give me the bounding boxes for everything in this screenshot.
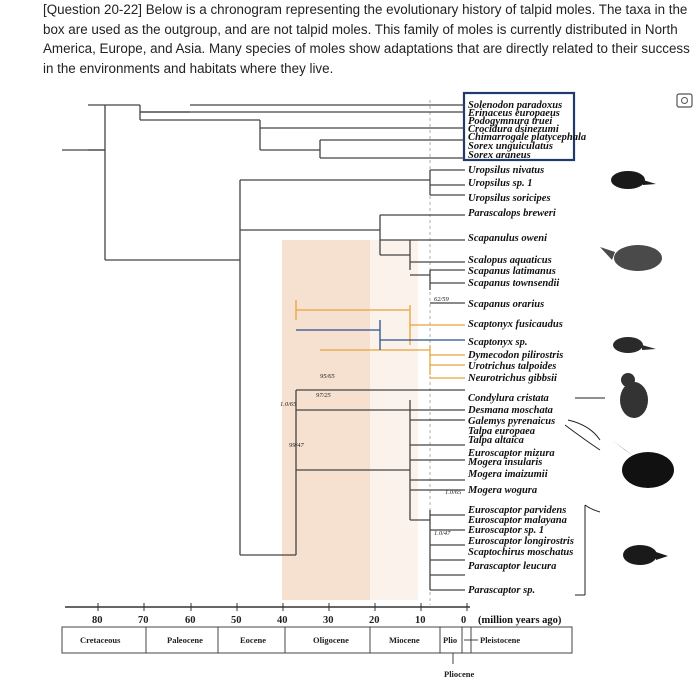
taxon-label: Neurotrichus gibbsii (467, 373, 557, 384)
question-text: [Question 20-22] Below is a chronogram r… (43, 2, 690, 76)
axis-tick-label: 80 (92, 615, 103, 626)
epoch-label: Plio (443, 635, 457, 645)
taxon-label: Scaptonyx sp. (468, 337, 528, 348)
taxon-label: Uropsilus nivatus (468, 165, 544, 176)
mole-silhouette-icon (620, 373, 648, 418)
taxon-label: Scapanulus oweni (468, 233, 547, 244)
taxon-label: Chimarrogale platycephala (468, 132, 586, 143)
taxon-label: Euroscaptor parvidens (467, 505, 566, 516)
taxon-label: Mogera imaizumii (467, 469, 548, 480)
epoch-label: Pliocene (444, 669, 474, 679)
taxon-label: Galemys pyrenaicus (468, 416, 555, 427)
node-label: 97/25 (316, 392, 332, 399)
bracket-line (575, 504, 601, 596)
axis-tick-label: 20 (369, 615, 380, 626)
taxon-label: Scalopus aquaticus (468, 255, 552, 266)
axis-tick-label: 40 (277, 615, 288, 626)
bracket-line (567, 419, 601, 441)
epoch-label: Pleistocene (480, 635, 520, 645)
epoch-label: Paleocene (167, 635, 203, 645)
taxon-label: Euroscaptor longirostris (467, 536, 574, 547)
mole-silhouette-icon (612, 440, 674, 488)
node-label: 1.0/65 (445, 489, 462, 496)
taxon-label: Scaptonyx fusicaudus (468, 319, 563, 330)
taxon-label: Euroscaptor mizura (467, 448, 555, 459)
taxon-label: Erinaceus europaeus (467, 108, 560, 119)
taxon-label: Parascaptor sp. (468, 585, 535, 596)
axis-tick-label: 30 (323, 615, 334, 626)
taxon-label: Dymecodon pilirostris (467, 350, 563, 361)
taxon-label: Talpa altaica (468, 435, 524, 446)
axis-tick-label: 50 (231, 615, 242, 626)
screenshot-icon[interactable] (676, 93, 693, 108)
taxon-label: Sorex araneus (468, 150, 531, 161)
bracket-line (564, 424, 601, 451)
mole-silhouette-icon (623, 545, 668, 565)
taxon-label: Crocidura dsinezumi (468, 124, 559, 135)
tree-branches (62, 104, 465, 591)
epoch-label: Oligocene (313, 635, 349, 645)
taxon-label: Talpa europaea (468, 426, 535, 437)
taxon-label: Mogera insularis (467, 457, 542, 468)
taxon-label: Scapanus latimanus (468, 266, 556, 277)
epoch-label: Cretaceous (80, 635, 121, 645)
taxon-label: Parascalops breweri (468, 208, 556, 219)
axis-tick-label: 10 (415, 615, 426, 626)
mole-silhouette-icon (613, 337, 656, 353)
axis-tick-label: 70 (138, 615, 149, 626)
taxon-label: Urotrichus talpoides (468, 361, 556, 372)
taxon-label: Euroscaptor malayana (467, 515, 567, 526)
taxon-label: Scapanus townsendii (468, 278, 559, 289)
axis-unit: (million years ago) (478, 615, 562, 626)
node-label: 62/59 (434, 296, 450, 303)
taxon-label: Sorex unguiculatus (468, 141, 553, 152)
epoch-bar (61, 626, 573, 654)
taxon-label: Uropsilus soricipes (468, 193, 551, 204)
mole-silhouette-icon (600, 245, 662, 271)
node-label: 1.0/47 (434, 530, 451, 537)
taxon-label: Euroscaptor sp. 1 (467, 525, 544, 536)
node-label: 99/47 (289, 442, 305, 449)
node-label: 95/65 (320, 373, 336, 380)
taxon-label: Uropsilus sp. 1 (468, 178, 532, 189)
mole-silhouette-icon (611, 171, 656, 189)
taxon-label: Scapanus orarius (468, 299, 544, 310)
taxon-label: Desmana moschata (467, 405, 553, 416)
axis-tick-label: 60 (185, 615, 196, 626)
epoch-label: Eocene (240, 635, 266, 645)
oligocene-shade (282, 240, 370, 600)
taxon-label: Podogymnura truei (468, 116, 552, 127)
outgroup-box (462, 91, 576, 162)
taxon-label: Mogera wogura (467, 485, 537, 496)
node-label: 1.0/65 (280, 401, 297, 408)
taxon-label: Scaptochirus moschatus (468, 547, 573, 558)
axis-tick-label: 0 (461, 615, 466, 626)
epoch-label: Miocene (389, 635, 420, 645)
taxon-label: Parascaptor leucura (468, 561, 556, 572)
axis-ticks: 80 70 60 50 40 30 20 10 0 (92, 603, 468, 626)
taxon-label: Condylura cristata (468, 393, 549, 404)
taxon-label: Solenodon paradoxus (468, 100, 562, 111)
